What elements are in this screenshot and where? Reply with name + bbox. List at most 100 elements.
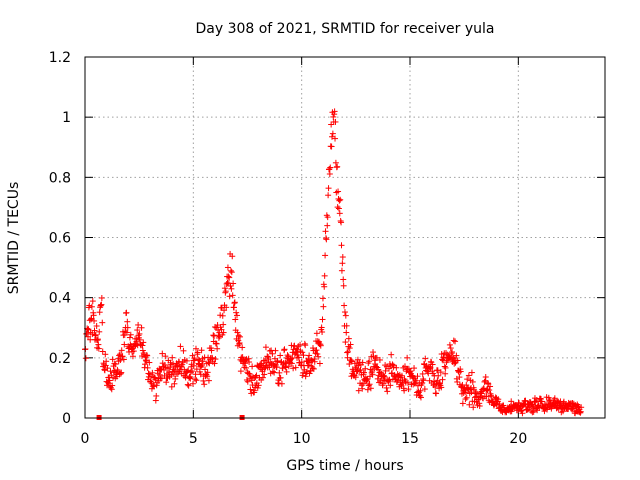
data-point bbox=[117, 357, 124, 364]
data-point bbox=[198, 347, 205, 354]
data-point bbox=[170, 360, 177, 367]
data-point bbox=[482, 374, 489, 381]
data-point bbox=[144, 364, 151, 371]
data-point bbox=[347, 341, 354, 348]
data-point bbox=[283, 360, 290, 367]
data-point bbox=[387, 382, 394, 389]
data-point bbox=[82, 355, 89, 362]
data-point bbox=[254, 384, 261, 391]
data-point bbox=[243, 364, 250, 371]
data-point bbox=[300, 352, 307, 359]
data-point bbox=[105, 380, 112, 387]
data-point bbox=[367, 385, 374, 392]
data-point bbox=[339, 260, 346, 267]
data-point bbox=[515, 399, 522, 406]
data-point bbox=[389, 361, 396, 368]
data-point bbox=[382, 367, 389, 374]
data-point bbox=[90, 312, 97, 319]
data-point bbox=[337, 196, 344, 203]
data-point bbox=[459, 400, 466, 407]
data-point bbox=[354, 360, 361, 367]
data-point bbox=[116, 352, 123, 359]
data-point bbox=[135, 321, 142, 328]
data-point bbox=[211, 332, 218, 339]
data-point bbox=[384, 388, 391, 395]
data-point bbox=[118, 369, 125, 376]
data-point bbox=[336, 197, 343, 204]
data-point bbox=[229, 253, 236, 260]
data-point bbox=[259, 374, 266, 381]
data-point bbox=[348, 358, 355, 365]
data-point bbox=[313, 347, 320, 354]
data-point bbox=[269, 350, 276, 357]
data-point bbox=[383, 384, 390, 391]
data-point bbox=[310, 365, 317, 372]
data-point bbox=[465, 372, 472, 379]
data-point bbox=[346, 361, 353, 368]
data-point bbox=[109, 356, 116, 363]
data-point bbox=[322, 228, 329, 235]
data-point bbox=[168, 372, 175, 379]
data-point bbox=[159, 350, 166, 357]
data-point bbox=[121, 341, 128, 348]
data-point bbox=[171, 380, 178, 387]
data-point bbox=[376, 356, 383, 363]
data-point bbox=[269, 368, 276, 375]
data-point bbox=[362, 365, 369, 372]
data-point bbox=[483, 387, 490, 394]
data-point bbox=[197, 371, 204, 378]
data-point bbox=[136, 330, 143, 337]
data-point bbox=[339, 254, 346, 261]
data-point bbox=[277, 352, 284, 359]
data-point bbox=[334, 163, 341, 170]
data-point bbox=[467, 386, 474, 393]
data-point bbox=[184, 381, 191, 388]
data-point bbox=[454, 378, 461, 385]
data-point bbox=[226, 293, 233, 300]
data-point bbox=[99, 348, 106, 355]
data-point bbox=[317, 342, 324, 349]
data-point bbox=[345, 335, 352, 342]
y-tick-label: 0.4 bbox=[49, 291, 71, 307]
data-point bbox=[227, 283, 234, 290]
y-axis-label: SRMTID / TECUs bbox=[6, 182, 22, 295]
data-point bbox=[192, 371, 199, 378]
data-point bbox=[457, 368, 464, 375]
data-point bbox=[144, 352, 151, 359]
data-point bbox=[466, 401, 473, 408]
x-tick-label: 10 bbox=[293, 431, 311, 447]
data-point bbox=[192, 345, 199, 352]
data-point bbox=[107, 368, 114, 375]
data-point bbox=[202, 366, 209, 373]
data-point bbox=[533, 397, 540, 404]
data-point bbox=[453, 352, 460, 359]
data-point bbox=[419, 379, 426, 386]
data-point bbox=[244, 378, 251, 385]
data-point bbox=[266, 364, 273, 371]
data-point bbox=[162, 353, 169, 360]
data-point bbox=[119, 353, 126, 360]
data-point bbox=[212, 356, 219, 363]
data-point bbox=[180, 347, 187, 354]
data-point bbox=[220, 321, 227, 328]
data-point bbox=[206, 360, 213, 367]
data-point bbox=[271, 369, 278, 376]
data-point bbox=[560, 398, 567, 405]
data-point bbox=[334, 204, 341, 211]
data-point bbox=[201, 381, 208, 388]
data-point bbox=[311, 358, 318, 365]
data-point bbox=[329, 133, 336, 140]
x-tick-label: 5 bbox=[189, 431, 198, 447]
data-point bbox=[332, 135, 339, 142]
data-point bbox=[476, 402, 483, 409]
y-tick-labels: 0 0.2 0.4 0.6 0.8 1 1.2 bbox=[49, 50, 71, 427]
data-point bbox=[281, 346, 288, 353]
data-point bbox=[475, 393, 482, 400]
data-point bbox=[302, 342, 309, 349]
data-point bbox=[187, 369, 194, 376]
data-point bbox=[264, 353, 271, 360]
data-point bbox=[420, 377, 427, 384]
data-point bbox=[468, 369, 475, 376]
data-point bbox=[299, 349, 306, 356]
data-point bbox=[208, 347, 215, 354]
